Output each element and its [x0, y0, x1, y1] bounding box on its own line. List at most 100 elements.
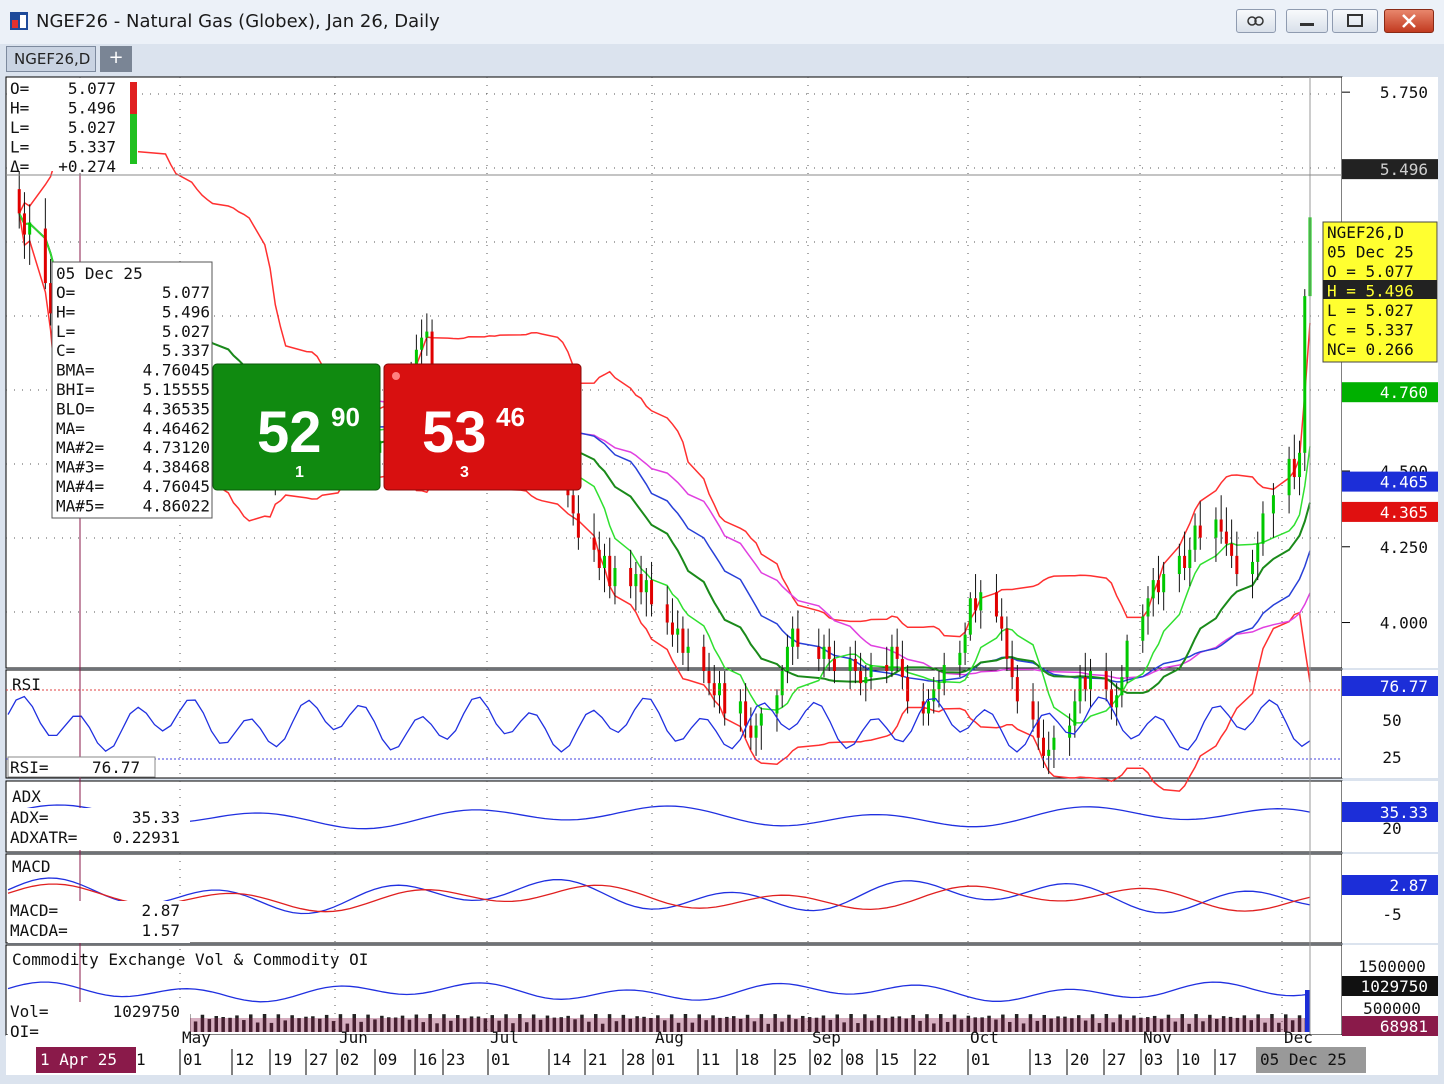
volume-bar — [1097, 1023, 1102, 1032]
candle-body — [890, 646, 894, 672]
volume-bar — [856, 1023, 860, 1032]
volume-bar — [297, 1018, 301, 1032]
volume-bar — [828, 1019, 833, 1032]
volume-bar — [1194, 1014, 1198, 1032]
candle-body — [738, 701, 742, 714]
minimize-button[interactable] — [1286, 9, 1328, 33]
candle-body — [1224, 531, 1228, 544]
volume-bar — [469, 1016, 474, 1032]
quote-line: NGEF26,D — [1327, 223, 1404, 242]
volume-bar — [842, 1022, 846, 1032]
volume-bar — [690, 1022, 695, 1032]
volume-bar — [283, 1020, 287, 1032]
volume-bar — [1042, 1014, 1046, 1032]
volume-bar — [435, 1023, 439, 1032]
candle-body — [420, 337, 424, 350]
app-icon — [10, 12, 28, 30]
candle-body — [1271, 495, 1275, 514]
month-label: Nov — [1143, 1028, 1172, 1047]
link-icon — [1247, 16, 1264, 26]
candle-body — [702, 646, 706, 672]
candle-body — [1151, 580, 1155, 599]
volume-bar — [235, 1015, 239, 1032]
candle-body — [592, 537, 596, 550]
volume-bar — [1277, 1022, 1281, 1032]
volume-bar — [890, 1016, 895, 1032]
day-label: 15 — [880, 1050, 899, 1069]
candle-body — [1047, 749, 1051, 756]
candle-body — [1287, 458, 1291, 496]
tab-ngef26[interactable]: NGEF26,D — [6, 46, 96, 72]
readout-label: ADXATR= — [10, 828, 77, 847]
volume-bar — [538, 1019, 543, 1032]
volume-bar — [904, 1018, 908, 1032]
chart-canvas: 50 25 20 -5 1500000 500000 76.77 35.33 2.87 10297… — [5, 76, 1438, 1075]
candle-body — [974, 598, 978, 611]
volume-bar — [628, 1018, 632, 1032]
readout-label: ADX= — [10, 808, 49, 827]
candle-body — [1083, 677, 1087, 690]
candle-body — [859, 671, 863, 684]
candle-body — [686, 646, 690, 653]
volume-bar — [456, 1015, 460, 1032]
bollinger-upper-line — [18, 144, 1311, 638]
candle-body — [853, 658, 857, 672]
volume-bar — [876, 1015, 881, 1032]
close-button[interactable] — [1384, 9, 1434, 33]
volume-bar — [773, 1014, 777, 1032]
day-label: 20 — [1070, 1050, 1089, 1069]
restore-button[interactable] — [1332, 9, 1378, 33]
macd-title: MACD — [12, 857, 51, 876]
sell-price-box[interactable]: 52 90 1 — [212, 363, 381, 491]
volume-bar — [318, 1018, 322, 1032]
volume-bar — [897, 1016, 902, 1032]
price-tick-label: 4.000 — [1380, 614, 1428, 633]
macd-tag-bg — [1342, 875, 1438, 895]
volume-bar — [1035, 1020, 1040, 1032]
buy-price-box[interactable]: 53 46 3 — [383, 363, 582, 491]
volume-bar — [269, 1022, 274, 1032]
candle-body — [958, 652, 962, 665]
candle-body — [1193, 525, 1197, 550]
ohlc-label: O= — [10, 79, 29, 98]
macd-tag: 2.87 — [1389, 876, 1428, 895]
candle-body — [1052, 737, 1056, 750]
volume-bar — [1132, 1015, 1136, 1032]
candle-body — [629, 567, 633, 587]
volume-tag: 68981 — [1380, 1017, 1428, 1036]
volume-bar — [483, 1018, 488, 1032]
candle-body — [603, 555, 607, 568]
candle-body — [1010, 658, 1014, 678]
volume-tag-bg — [1342, 1016, 1438, 1036]
volume-bar — [870, 1020, 874, 1032]
volume-bar — [649, 1018, 653, 1032]
candle-body — [670, 622, 674, 635]
candle-body — [1177, 555, 1181, 575]
title-bar: NGEF26 - Natural Gas (Globex), Jan 26, D… — [0, 0, 1444, 45]
volume-bar — [262, 1014, 267, 1032]
candle-body — [1141, 616, 1145, 641]
data-window-label: BLO= — [56, 399, 95, 418]
buy-price-big: 53 — [422, 400, 487, 465]
day-label: 16 — [418, 1050, 437, 1069]
volume-bar — [228, 1017, 232, 1032]
candle-body — [796, 628, 800, 647]
oi-band — [180, 1018, 1310, 1032]
minimize-icon — [1300, 23, 1314, 26]
volume-bar — [614, 1021, 619, 1032]
candle-body — [1015, 677, 1019, 702]
candle-body — [1261, 513, 1265, 544]
volume-tag-bg — [1342, 976, 1438, 996]
volume-bar — [1290, 1020, 1295, 1032]
volume-bar — [552, 1017, 557, 1032]
volume-bar — [994, 1019, 998, 1032]
candle-body — [885, 664, 889, 672]
day-label: 17 — [1218, 1050, 1237, 1069]
add-tab-button[interactable]: + — [100, 46, 132, 72]
volume-bar — [973, 1017, 977, 1032]
volume-bar — [1090, 1014, 1095, 1032]
month-label: Dec — [1284, 1028, 1313, 1047]
ohlc-label: L= — [10, 138, 29, 157]
settings-button[interactable] — [1236, 9, 1276, 33]
day-label: 02 — [813, 1050, 832, 1069]
